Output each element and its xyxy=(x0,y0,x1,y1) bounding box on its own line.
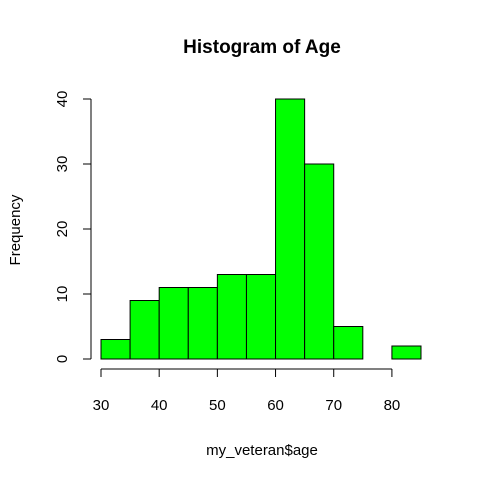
histogram-bar-2 xyxy=(158,287,189,360)
histogram-bar-7 xyxy=(304,163,335,360)
x-tick-label-1: 40 xyxy=(151,397,168,414)
histogram-bar-8 xyxy=(333,326,364,360)
histogram-bar-3 xyxy=(187,287,218,360)
histogram-bar-1 xyxy=(129,300,160,360)
histogram-bar-0 xyxy=(100,339,131,360)
histogram-bar-4 xyxy=(216,274,247,360)
y-axis-label: Frequency xyxy=(7,194,24,265)
y-tick-label-0: 0 xyxy=(54,355,71,363)
x-tick-label-3: 60 xyxy=(267,397,284,414)
x-tick-label-5: 80 xyxy=(384,397,401,414)
chart-title: Histogram of Age xyxy=(183,37,341,58)
y-tick-label-1: 10 xyxy=(54,286,71,303)
histogram-bar-10 xyxy=(391,345,422,360)
x-ticks-group: 30 40 50 60 70 80 xyxy=(93,369,401,414)
bars-group xyxy=(100,98,422,360)
y-tick-label-2: 20 xyxy=(54,221,71,238)
x-tick-label-0: 30 xyxy=(93,397,110,414)
y-ticks-group: 0 10 20 30 40 xyxy=(54,91,91,363)
y-tick-label-4: 40 xyxy=(54,91,71,108)
x-axis-label: my_veteran$age xyxy=(206,442,318,459)
y-tick-label-3: 30 xyxy=(54,156,71,173)
histogram-bar-6 xyxy=(275,98,306,360)
x-tick-label-2: 50 xyxy=(209,397,226,414)
x-tick-label-4: 70 xyxy=(325,397,342,414)
histogram-bar-5 xyxy=(245,274,277,360)
